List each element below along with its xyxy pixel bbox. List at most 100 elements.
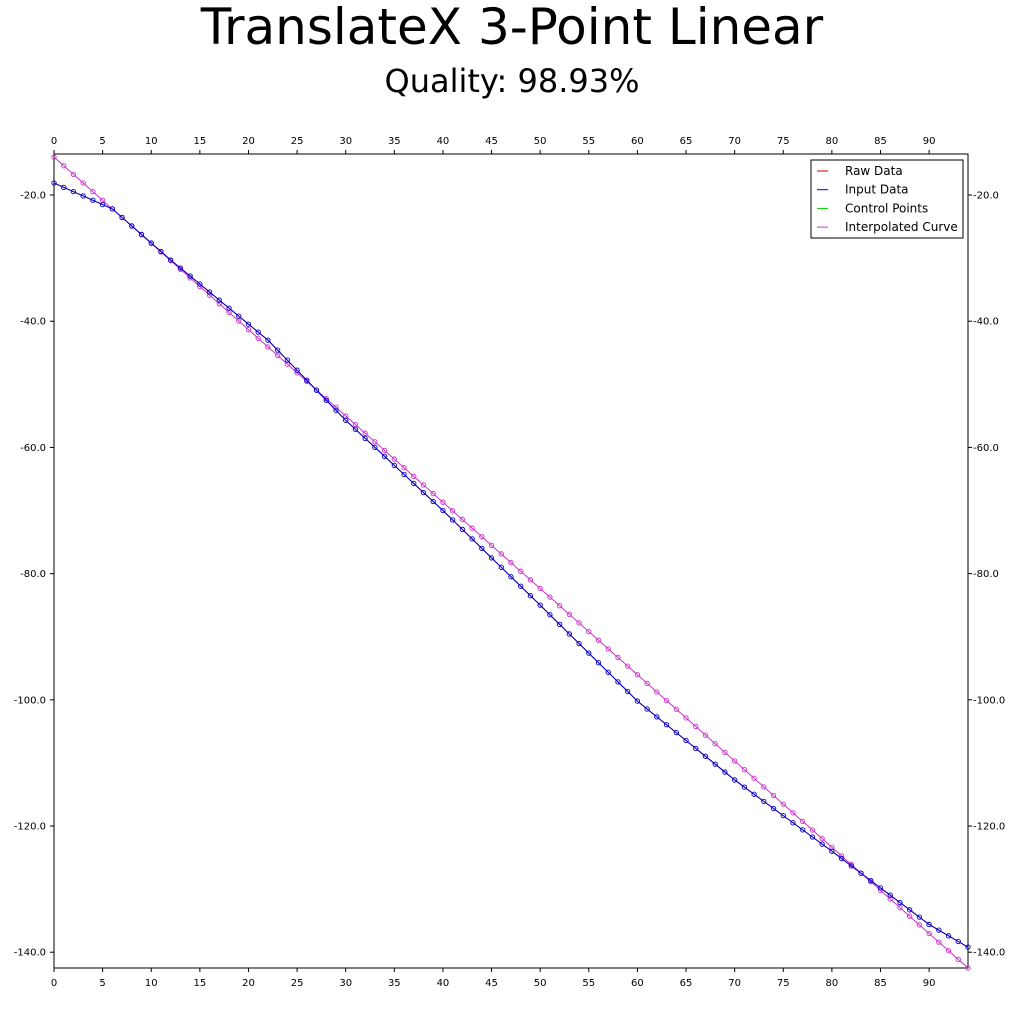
input-data-point — [654, 714, 660, 720]
x-tick-label-top: 45 — [485, 136, 498, 147]
plot-frame — [53, 153, 969, 969]
interpolated-curve-point — [615, 654, 621, 661]
input-data-point — [780, 812, 786, 819]
input-data-point — [245, 321, 252, 327]
input-data-point — [634, 698, 641, 704]
x-tick-label-bottom: 65 — [680, 978, 693, 989]
interpolated-curve-point — [936, 939, 942, 945]
y-tick-label-right: -60.0 — [973, 443, 999, 454]
input-data-point — [284, 357, 291, 363]
input-data-point — [712, 761, 718, 767]
x-tick-label-bottom: 35 — [388, 978, 401, 989]
interpolated-curve-line — [53, 156, 969, 969]
input-data-point — [148, 240, 154, 246]
input-data-point — [537, 602, 543, 608]
x-tick-label-top: 90 — [923, 136, 936, 147]
input-data-point — [809, 834, 816, 840]
input-data-line — [53, 182, 969, 948]
input-data-point — [838, 855, 845, 862]
interpolated-curve-point — [693, 723, 699, 730]
interpolated-curve-point — [576, 620, 582, 626]
x-tick-label-bottom: 30 — [339, 978, 352, 989]
interpolated-curve-point — [372, 439, 378, 445]
interpolated-curve-point — [634, 672, 641, 678]
input-data-point — [411, 480, 417, 487]
x-tick-label-top: 85 — [874, 136, 887, 147]
input-data-point — [51, 180, 57, 186]
x-tick-label-bottom: 25 — [291, 978, 304, 989]
input-data-point — [945, 933, 952, 939]
interpolated-curve-point — [556, 603, 563, 609]
input-data-point — [887, 892, 893, 898]
input-data-point — [255, 329, 261, 335]
interpolated-curve-point — [488, 542, 495, 548]
x-tick-label-bottom: 50 — [534, 978, 547, 989]
input-data-point — [897, 899, 903, 906]
input-data-point — [566, 631, 572, 637]
interpolated-curve-point — [508, 559, 514, 566]
input-data-point — [304, 377, 310, 383]
interpolated-curve-point — [605, 646, 611, 652]
x-tick-label-bottom: 5 — [99, 978, 105, 989]
x-tick-label-top: 15 — [193, 136, 206, 147]
input-data-point — [770, 805, 777, 812]
x-tick-label-top: 30 — [339, 136, 352, 147]
interpolated-curve-point — [518, 568, 524, 574]
input-data-point — [673, 729, 679, 736]
x-tick-label-bottom: 0 — [51, 978, 57, 989]
input-data-point — [372, 444, 378, 451]
x-tick-label-bottom: 70 — [728, 978, 741, 989]
interpolated-curve-point — [537, 585, 543, 592]
x-tick-label-bottom: 40 — [437, 978, 450, 989]
interpolated-curve-point — [216, 301, 222, 307]
interpolated-curve-point — [644, 680, 650, 686]
interpolated-curve-point — [236, 318, 242, 324]
interpolated-curve-point — [770, 792, 777, 799]
input-data-point — [702, 753, 709, 759]
x-tick-label-top: 65 — [680, 136, 693, 147]
input-data-point — [644, 706, 650, 712]
interpolated-curve-point — [265, 344, 271, 350]
interpolated-curve-point — [945, 948, 952, 954]
interpolated-curve-point — [274, 352, 281, 359]
input-data-point — [313, 387, 320, 393]
interpolated-curve-point — [654, 689, 660, 695]
interpolated-curve-point — [907, 913, 913, 919]
input-data-point — [790, 820, 796, 826]
input-data-point — [109, 206, 115, 212]
x-tick-label-bottom: 45 — [485, 978, 498, 989]
interpolated-curve-point — [887, 896, 893, 902]
input-data-point — [119, 214, 125, 221]
input-data-point — [868, 877, 874, 884]
interpolated-curve-point — [547, 594, 553, 600]
interpolated-curve-point — [51, 154, 57, 160]
y-tick-label-left: -120.0 — [14, 822, 46, 833]
x-tick-label-top: 10 — [145, 136, 158, 147]
input-data-point — [80, 193, 86, 199]
input-data-point — [129, 223, 135, 229]
interpolated-curve-point — [741, 766, 748, 773]
input-data-point — [479, 545, 485, 552]
x-tick-label-bottom: 60 — [631, 978, 644, 989]
interpolated-curve-point — [751, 775, 757, 781]
input-data-point — [99, 201, 106, 208]
interpolated-curve-point — [897, 904, 903, 911]
input-data-point — [343, 417, 349, 423]
interpolated-curve-point — [420, 482, 427, 488]
legend-label: Input Data — [845, 183, 909, 197]
x-tick-label-top: 25 — [291, 136, 304, 147]
input-data-point — [751, 791, 757, 797]
x-tick-label-bottom: 75 — [777, 978, 790, 989]
interpolated-curve-point — [809, 827, 816, 833]
input-data-point — [518, 583, 524, 589]
input-data-point — [936, 927, 942, 933]
input-data-point — [848, 863, 854, 869]
input-data-point — [459, 526, 466, 533]
interpolated-curve-point — [206, 292, 213, 298]
input-data-point — [722, 769, 728, 775]
x-tick-label-top: 80 — [826, 136, 839, 147]
x-tick-label-top: 40 — [437, 136, 450, 147]
interpolated-curve-point — [780, 801, 786, 807]
input-data-point — [206, 289, 213, 295]
interpolated-curve-point — [586, 628, 592, 635]
